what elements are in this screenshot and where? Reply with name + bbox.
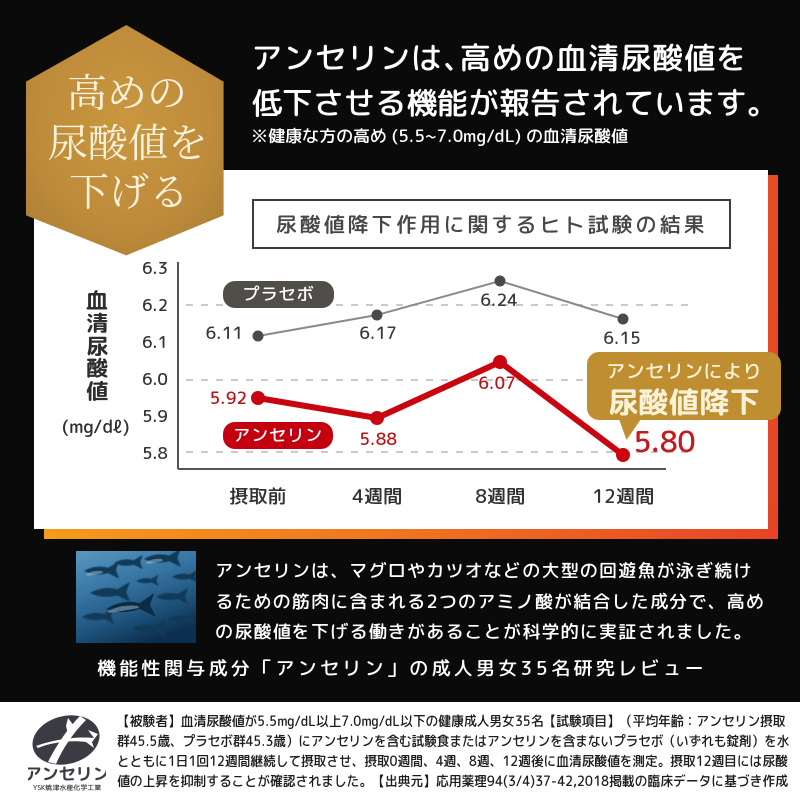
svg-text:アンセリン: アンセリン — [28, 763, 106, 786]
svg-text:YSK焼津水産化学工業: YSK焼津水産化学工業 — [33, 783, 102, 792]
